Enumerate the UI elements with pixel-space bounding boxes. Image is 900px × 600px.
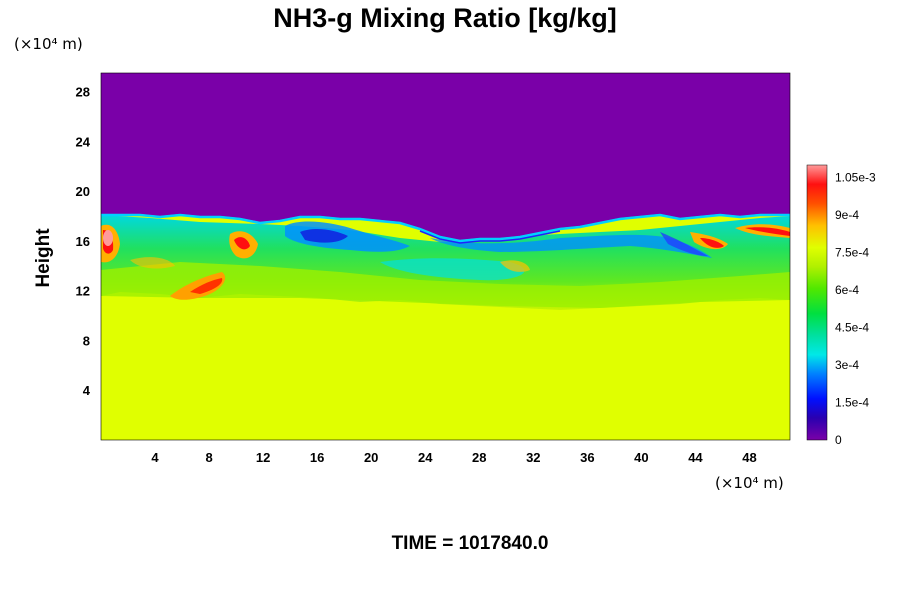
heatmap-field bbox=[101, 73, 790, 440]
colorbar-tick-label: 1.05e-3 bbox=[835, 171, 876, 185]
x-tick-label: 48 bbox=[742, 450, 756, 465]
x-tick-label: 8 bbox=[205, 450, 212, 465]
chart-title: NH3-g Mixing Ratio [kg/kg] bbox=[273, 3, 617, 33]
x-axis-ticks: 4 8 12 16 20 24 28 32 36 40 44 48 bbox=[151, 450, 756, 465]
colorbar-tick-label: 7.5e-4 bbox=[835, 246, 869, 260]
colorbar-tick-label: 6e-4 bbox=[835, 283, 859, 297]
x-tick-label: 36 bbox=[580, 450, 594, 465]
colorbar bbox=[806, 164, 828, 441]
y-tick-label: 16 bbox=[76, 234, 90, 249]
x-tick-label: 32 bbox=[526, 450, 540, 465]
y-axis-ticks: 4 8 12 16 20 24 28 bbox=[76, 85, 91, 399]
plot-frame bbox=[100, 72, 791, 441]
y-axis-unit: (×10⁴ m) bbox=[14, 35, 83, 53]
x-tick-label: 40 bbox=[634, 450, 648, 465]
y-tick-label: 20 bbox=[76, 184, 90, 199]
y-tick-label: 24 bbox=[76, 134, 91, 149]
x-axis-unit: (×10⁴ m) bbox=[715, 474, 784, 492]
x-tick-label: 12 bbox=[256, 450, 270, 465]
colorbar-tick-label: 3e-4 bbox=[835, 358, 859, 372]
colorbar-tick-label: 1.5e-4 bbox=[835, 396, 869, 410]
y-tick-label: 8 bbox=[83, 333, 90, 348]
colorbar-tick-label: 0 bbox=[835, 433, 842, 447]
colorbar-ticks: 0 1.5e-4 3e-4 4.5e-4 6e-4 7.5e-4 9e-4 1.05e-3 bbox=[835, 171, 876, 448]
colorbar-tick-label: 9e-4 bbox=[835, 208, 859, 222]
x-tick-label: 4 bbox=[151, 450, 159, 465]
y-tick-label: 4 bbox=[83, 383, 91, 398]
x-tick-label: 44 bbox=[688, 450, 703, 465]
upper-layer-region bbox=[101, 73, 790, 240]
x-tick-label: 16 bbox=[310, 450, 324, 465]
x-tick-label: 24 bbox=[418, 450, 433, 465]
x-tick-label: 28 bbox=[472, 450, 486, 465]
y-tick-label: 12 bbox=[76, 284, 90, 299]
y-tick-label: 28 bbox=[76, 85, 90, 100]
colorbar-tick-label: 4.5e-4 bbox=[835, 321, 869, 335]
x-tick-label: 20 bbox=[364, 450, 378, 465]
time-label: TIME = 1017840.0 bbox=[392, 533, 549, 554]
y-axis-label: Height bbox=[33, 228, 54, 288]
